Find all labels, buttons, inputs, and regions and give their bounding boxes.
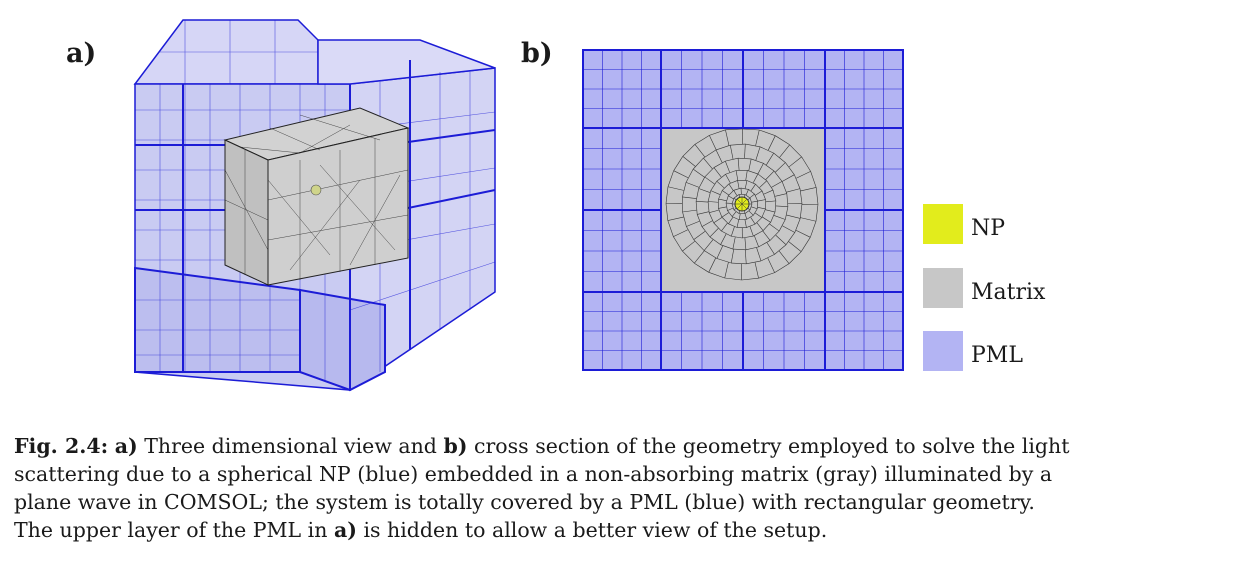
legend-label-np: NP — [971, 216, 1006, 241]
legend-swatch-np — [923, 204, 963, 244]
legend-swatch-pml — [923, 331, 963, 371]
caption-text: is hidden to allow a better view of the … — [356, 518, 828, 542]
legend-label-pml: PML — [971, 343, 1023, 368]
np-sphere-3d — [310, 184, 322, 196]
panel-b-label: b) — [521, 38, 553, 69]
caption-line-2: scattering due to a spherical NP (blue) … — [14, 462, 1053, 486]
caption-text: cross section of the geometry employed t… — [467, 434, 1070, 458]
np-mesh-lines — [735, 197, 749, 211]
legend-swatch-matrix — [923, 268, 963, 308]
figure-cross-section — [582, 49, 904, 371]
figure-caption: Fig. 2.4: a) Three dimensional view and … — [14, 432, 1246, 544]
caption-text: Three dimensional view and — [137, 434, 444, 458]
pml-front-corner — [299, 288, 386, 392]
caption-ref-a: a) — [333, 518, 357, 542]
caption-line-3: plane wave in COMSOL; the system is tota… — [14, 490, 1035, 514]
caption-text: The upper layer of the PML in — [14, 518, 334, 542]
panel-a-label: a) — [66, 38, 97, 69]
pml-shell-3d — [133, 19, 496, 392]
caption-figure-label: Fig. 2.4: — [14, 434, 109, 458]
caption-ref-b: b) — [443, 434, 468, 458]
pml-top-right — [317, 39, 496, 85]
matrix-mesh-lines — [224, 114, 409, 280]
caption-line-1: Fig. 2.4: a) Three dimensional view and … — [14, 432, 1246, 460]
caption-ref-a: a) — [114, 434, 138, 458]
matrix-side — [267, 127, 409, 286]
matrix-front — [224, 139, 269, 286]
matrix-cube-3d — [223, 107, 410, 286]
legend-label-matrix: Matrix — [971, 280, 1046, 305]
matrix-mesh-lines — [665, 128, 819, 281]
caption-line-4: The upper layer of the PML in a) is hidd… — [14, 516, 1246, 544]
figure-3d-view — [133, 19, 496, 392]
